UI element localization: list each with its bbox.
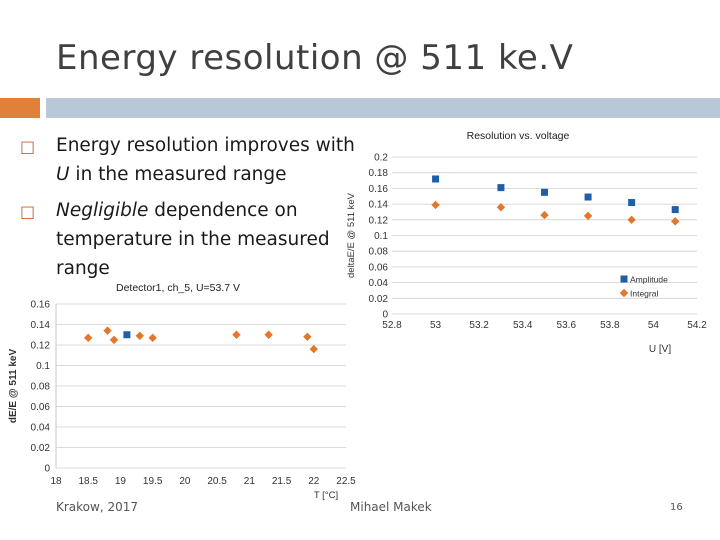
x-tick-label: 22.5	[336, 476, 355, 487]
footer-author: Mihael Makek	[350, 500, 432, 514]
y-tick-label: 0.12	[31, 341, 51, 352]
x-axis-label: T [°C]	[314, 490, 338, 501]
legend-label: Amplitude	[630, 275, 668, 285]
y-tick-label: 0.1	[374, 231, 388, 242]
chart-resolution-vs-temperature: Detector1, ch_5, U=53.7 V 0 0.02 0.04 0.06 0.…	[8, 282, 355, 501]
data-point-integral	[135, 331, 144, 340]
accent-bar-orange	[0, 98, 40, 118]
y-tick-label: 0.06	[369, 262, 389, 273]
data-point-integral	[496, 203, 506, 212]
x-tick-label: 22	[308, 476, 320, 487]
bullet-text-2: Negligible dependence on temperature in …	[56, 200, 330, 279]
y-tick-label: 0	[382, 310, 388, 321]
legend-marker-integral	[619, 288, 629, 298]
chart-title: Resolution vs. voltage	[467, 130, 570, 142]
data-point-amplitude	[671, 206, 679, 214]
y-tick-label: 0.18	[369, 168, 389, 179]
data-point-integral	[109, 335, 119, 345]
data-point-integral	[303, 332, 312, 341]
y-tick-label: 0.08	[31, 382, 51, 393]
x-tick-label: 53.8	[600, 320, 620, 331]
y-tick-label: 0	[44, 464, 50, 475]
data-point-integral	[103, 326, 112, 335]
data-point-amplitude	[497, 184, 505, 192]
y-tick-label: 0.08	[369, 247, 389, 258]
legend-label: Integral	[630, 289, 658, 299]
x-tick-label: 53.2	[469, 320, 489, 331]
y-tick-label: 0.16	[369, 184, 389, 195]
x-tick-label: 21.5	[272, 476, 292, 487]
y-tick-label: 0.02	[31, 443, 51, 454]
legend-marker-amplitude	[620, 275, 628, 283]
data-point-amplitude	[541, 188, 548, 196]
slide-title: Energy resolution @ 511 ke.V	[56, 38, 574, 78]
y-tick-label: 0.16	[31, 300, 51, 311]
data-point-integral	[671, 217, 680, 226]
bullet-text-1: Energy resolution improves with U in the…	[56, 135, 355, 185]
x-tick-label: 52.8	[382, 320, 402, 331]
y-tick-label: 0.14	[369, 200, 389, 211]
data-point-integral	[627, 215, 636, 224]
data-point-integral	[583, 211, 593, 221]
x-tick-label: 20	[179, 476, 191, 487]
data-point-amplitude	[123, 331, 131, 339]
data-point-amplitude	[584, 193, 592, 201]
y-tick-label: 0.1	[36, 361, 50, 372]
y-tick-label: 0.04	[31, 423, 51, 434]
bullet-square-icon: □	[20, 202, 36, 221]
data-point-integral	[264, 330, 273, 339]
data-point-integral	[148, 333, 157, 343]
data-point-integral	[431, 200, 440, 210]
x-tick-label: 19.5	[143, 476, 163, 487]
data-point-amplitude	[628, 199, 636, 207]
x-tick-label: 20.5	[207, 476, 227, 487]
x-tick-label: 53	[430, 320, 442, 331]
x-tick-label: 54.2	[687, 320, 707, 331]
data-point-amplitude	[432, 175, 440, 183]
chart-resolution-vs-voltage: Resolution vs. voltage 0 0.02 0.04 0.06 0.08 0…	[346, 130, 707, 355]
x-axis-label: U [V]	[649, 344, 671, 355]
y-tick-label: 0.12	[369, 215, 389, 226]
y-tick-label: 0.2	[374, 153, 388, 164]
x-tick-label: 18.5	[78, 476, 98, 487]
footer-location: Krakow, 2017	[56, 500, 139, 514]
y-axis-label: deltaE/E @ 511 keV	[346, 192, 357, 278]
x-tick-label: 18	[50, 476, 62, 487]
y-tick-label: 0.04	[369, 278, 389, 289]
bullet-square-icon: □	[20, 137, 36, 156]
y-tick-label: 0.06	[31, 402, 51, 413]
x-tick-label: 53.6	[557, 320, 577, 331]
x-tick-label: 21	[244, 476, 256, 487]
accent-bar-blue	[46, 98, 720, 118]
data-point-integral	[309, 344, 318, 354]
y-tick-label: 0.14	[31, 320, 51, 331]
x-tick-label: 54	[648, 320, 660, 331]
chart-title: Detector1, ch_5, U=53.7 V	[116, 282, 240, 294]
x-tick-label: 53.4	[513, 320, 533, 331]
data-point-integral	[540, 210, 549, 220]
data-point-integral	[84, 333, 93, 343]
data-point-integral	[232, 330, 241, 339]
y-axis-label: dE/E @ 511 keV	[8, 349, 19, 424]
y-tick-label: 0.02	[369, 294, 389, 305]
footer-page-number: 16	[670, 502, 683, 513]
x-tick-label: 19	[115, 476, 127, 487]
